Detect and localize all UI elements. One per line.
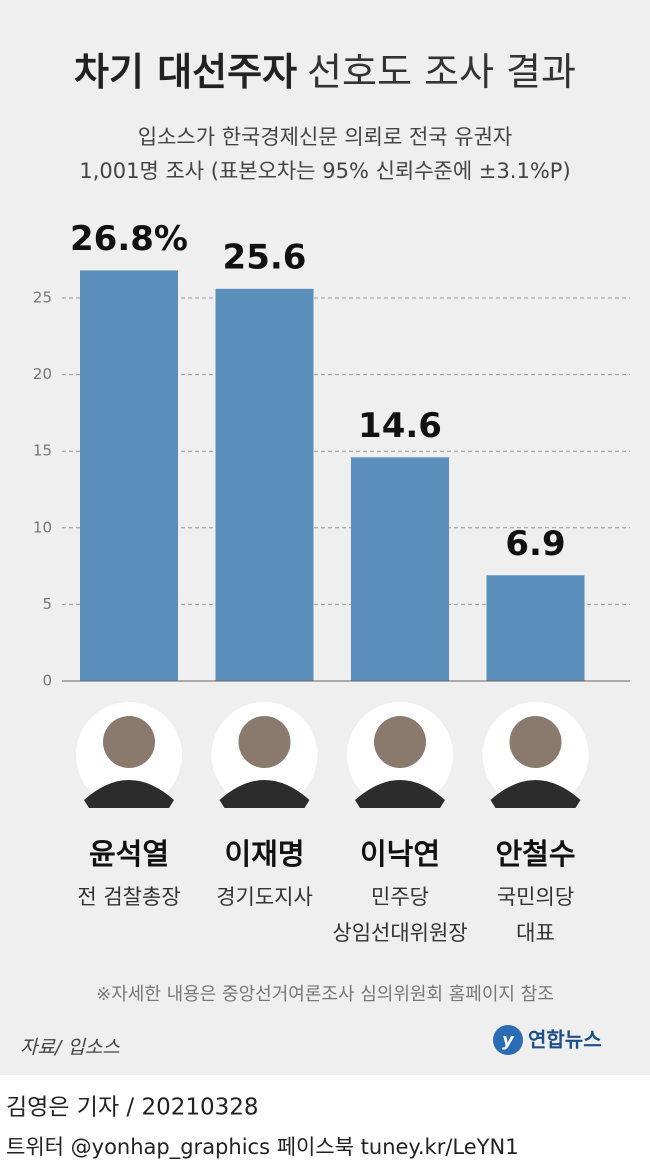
category-label: 이낙연 [360, 837, 440, 871]
role-label: 전 검찰총장 [77, 885, 180, 909]
title-bold: 차기 대선주자 [74, 50, 297, 94]
y-tick-label: 10 [33, 518, 52, 536]
portrait-head [238, 716, 291, 768]
bar [486, 575, 585, 681]
bar [80, 270, 178, 681]
value-label: 6.9 [505, 524, 565, 564]
portrait-body [490, 780, 581, 808]
category-label: 안철수 [495, 837, 575, 871]
category-label: 이재명 [224, 837, 304, 871]
role-label: 경기도지사 [216, 885, 313, 909]
byline: 김영은 기자 / 20210328 [6, 1095, 259, 1121]
note: ※자세한 내용은 중앙선거여론조사 심의위원회 홈페이지 참조 [96, 984, 554, 1005]
logo: 연합뉴스 [528, 1028, 602, 1052]
source: 자료/ 입소스 [20, 1037, 120, 1059]
portrait-body [355, 780, 445, 808]
chart-title: 차기 대선주자 선호도 조사 결과 [74, 50, 576, 94]
subtitle: 1,001명 조사 (표본오차는 95% 신뢰수준에 ±3.1%P) [79, 159, 570, 183]
role-label: 국민의당 [497, 885, 574, 909]
social: 트위터 @yonhap_graphics 페이스북 tuney.kr/LeYN1 [6, 1135, 519, 1160]
y-tick-label: 5 [42, 595, 52, 613]
portrait-body [84, 780, 174, 808]
role-label: 민주당 [371, 885, 429, 909]
y-tick-label: 25 [33, 289, 52, 307]
role-label: 대표 [516, 921, 555, 945]
logo-icon [493, 1025, 523, 1055]
footer-background [0, 1075, 650, 1169]
portrait-head [374, 716, 426, 768]
value-label: 25.6 [223, 237, 307, 277]
value-label: 26.8% [70, 219, 188, 259]
category-label: 윤석열 [89, 837, 169, 871]
value-label: 14.6 [358, 406, 442, 446]
logo-icon-letter: y [502, 1030, 515, 1051]
bar [215, 288, 314, 681]
portrait-body [219, 780, 310, 808]
bar [351, 457, 449, 681]
y-tick-label: 20 [33, 365, 52, 383]
subtitle: 입소스가 한국경제신문 의뢰로 전국 유권자 [138, 125, 512, 149]
role-label: 상임선대위원장 [332, 921, 467, 945]
y-tick-label: 15 [33, 442, 52, 460]
portrait-head [103, 716, 155, 768]
title-rest: 선호도 조사 결과 [307, 50, 576, 94]
portrait-head [509, 716, 562, 768]
y-tick-label: 0 [42, 672, 52, 690]
